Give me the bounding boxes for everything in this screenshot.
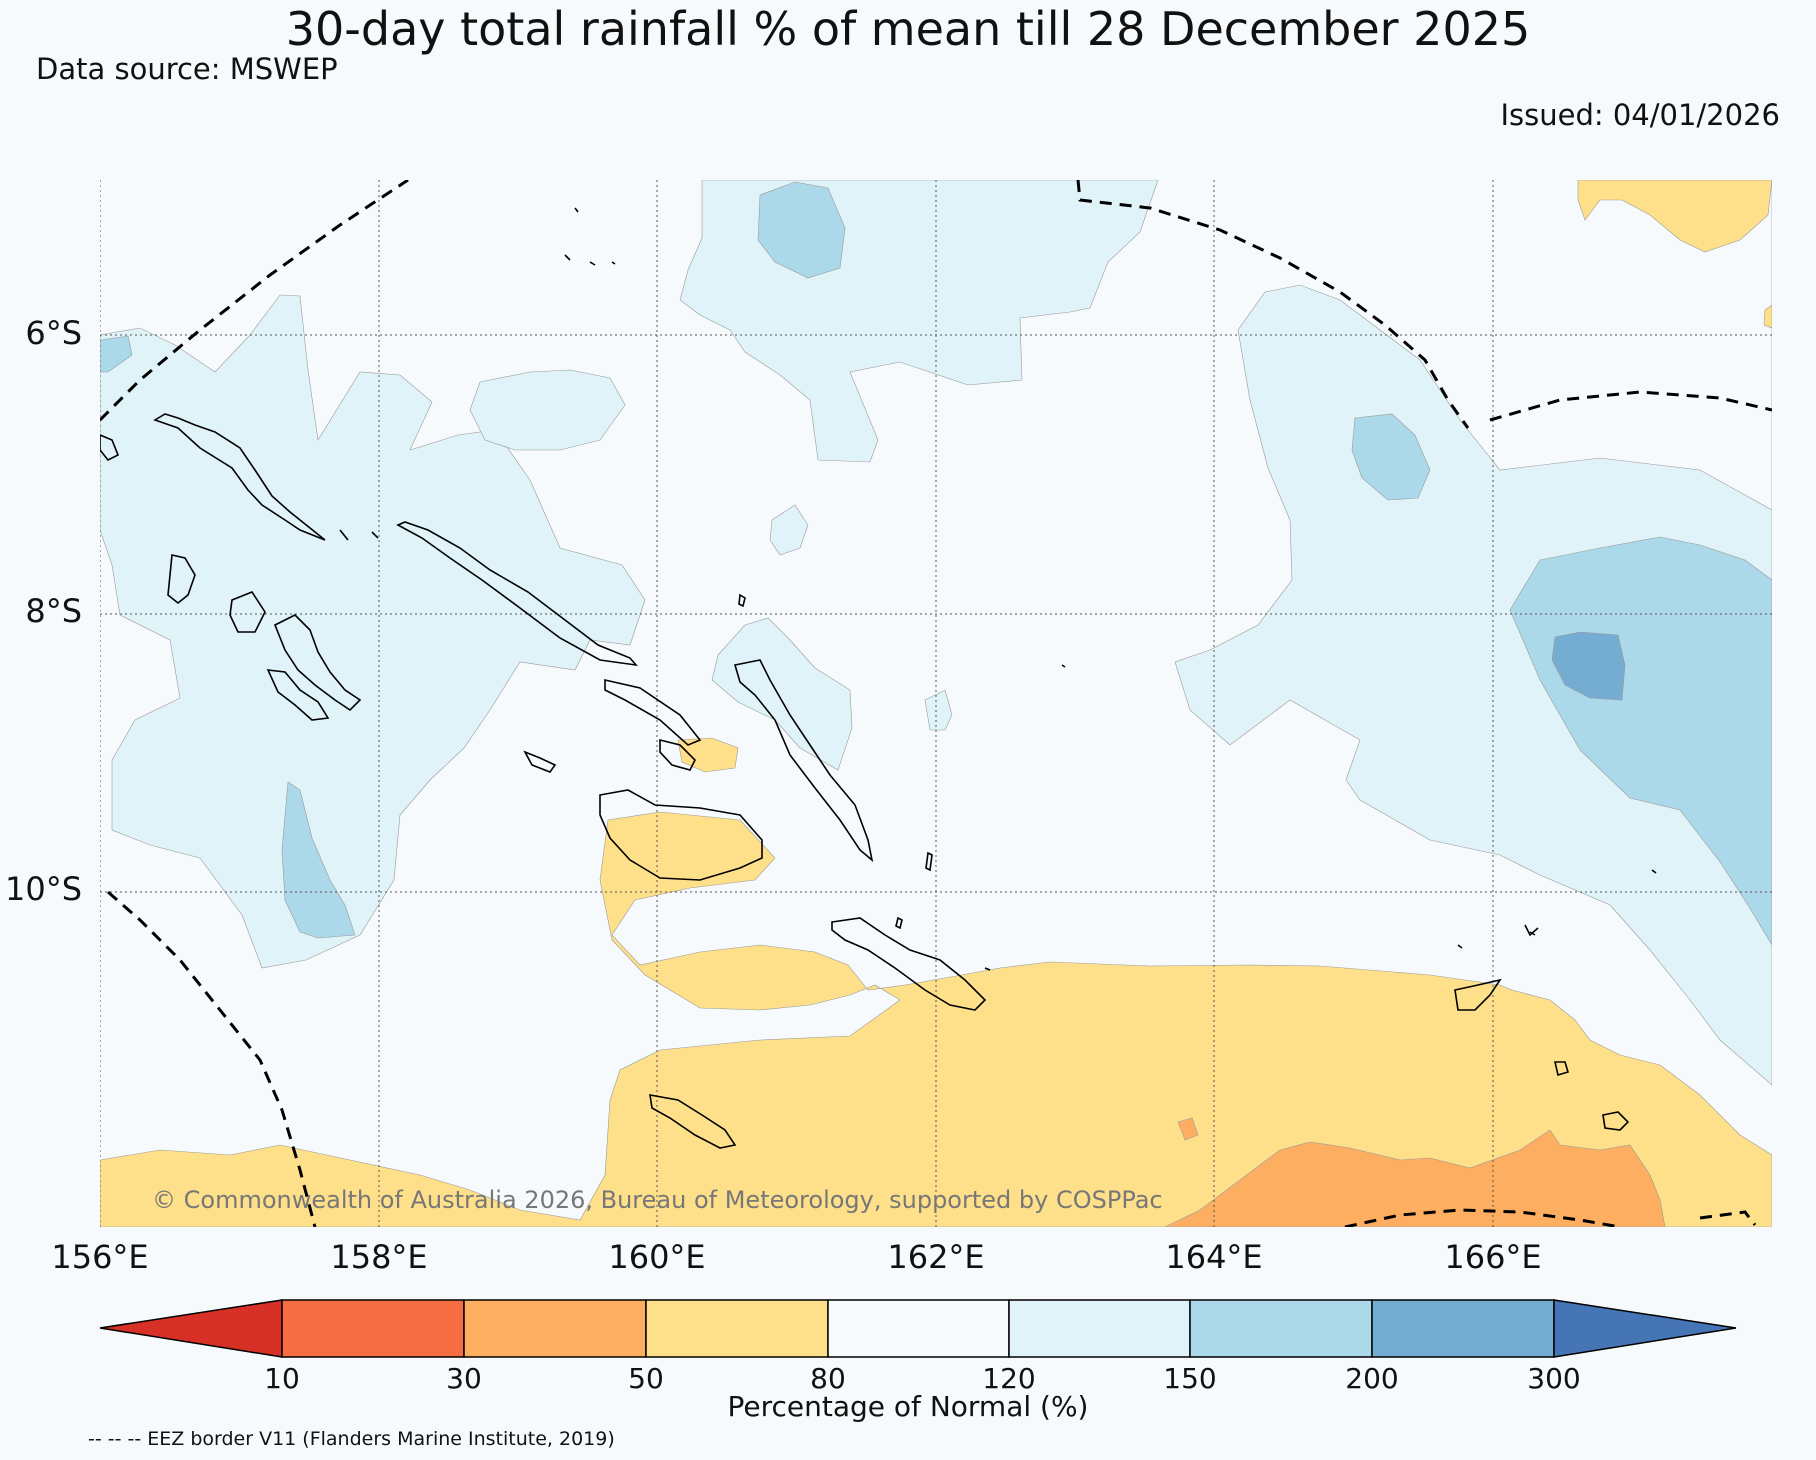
chart-title: 30-day total rainfall % of mean till 28 … [285,2,1531,56]
coastline-reef-islands [1457,869,1657,949]
coastline-new-georgia-1 [229,591,266,633]
colorbar-title: Percentage of Normal (%) [727,1390,1089,1423]
copyright-notice: © Commonwealth of Australia 2026, Bureau… [152,1186,1163,1214]
wet-patch-small-1 [769,504,809,556]
eez-footnote: -- -- -- EEZ border V11 (Flanders Marine… [88,1428,615,1450]
coastline-tikopia [1553,1061,1569,1077]
coastline-duff [1524,924,1539,937]
lat-label-8s: 8°S [25,592,82,630]
colorbar-tick-50: 50 [628,1362,664,1395]
data-source: Data source: MSWEP [36,52,338,86]
very-wet-north [757,181,846,279]
colorbar-extend-high [1553,1299,1737,1358]
very-wet-west [281,781,356,939]
colorbar-bin-150-200 [1189,1299,1373,1358]
lon-label-166e: 166°E [1444,1238,1542,1276]
lon-label-160e: 160°E [608,1238,706,1276]
coastline-new-georgia-2 [273,614,362,712]
dry-patch-northeast [1577,180,1772,253]
colorbar-bin-80-120 [827,1299,1010,1358]
colorbar-tick-300: 300 [1527,1362,1581,1395]
very-dry-region [1164,1129,1666,1227]
wet-region-east [1174,180,1772,1086]
coastline-ngela [659,738,696,771]
lat-label-10s: 10°S [4,870,82,908]
colorbar-extend-low [99,1299,283,1358]
very-wet-corner [100,335,133,373]
eez-border-northwest [100,180,409,422]
colorbar-bin-120-150 [1008,1299,1191,1358]
colorbar-tick-150: 150 [1163,1362,1217,1395]
wet-region-northwest [100,294,646,969]
colorbar-bin-50-80 [645,1299,829,1358]
colorbar-tick-10: 10 [264,1362,300,1395]
coastline-guadalcanal [599,789,763,881]
colorbar-tick-80: 80 [810,1362,846,1395]
colorbar-tick-120: 120 [982,1362,1036,1395]
coastline-makira [831,917,987,1011]
coastline-bougainville [153,413,326,541]
lon-label-162e: 162°E [887,1238,985,1276]
eez-border-east [1489,390,1772,422]
coastline-santa-isabel [604,678,702,746]
wet-patch-north [469,369,626,451]
coastline-sikaiana [925,851,933,872]
issued-date: Issued: 04/01/2026 [1500,98,1780,132]
wet-patch-solomons [711,617,853,771]
coastline-atoll-4 [100,434,120,462]
coastline-malaita [733,659,874,863]
coastline-atoll-1 [895,916,903,930]
very-wet-northeast [1351,413,1431,501]
coastline-choiseul [396,521,638,667]
dry-patch-tiny [1763,304,1772,329]
coastline-vanikoro [1454,978,1502,1011]
very-dry-patch [1177,1117,1199,1141]
coastline-atoll-7 [339,529,379,541]
lat-label-6s: 6°S [25,314,82,352]
lon-label-164e: 164°E [1165,1238,1263,1276]
eez-border-southwest [107,890,317,1227]
colorbar-bin-30-50 [463,1299,647,1358]
colorbar-bin-10-30 [281,1299,465,1358]
coastline-new-georgia-3 [266,669,330,721]
coastline-atoll-2 [738,593,746,608]
coastline-shortland [167,554,196,605]
coastline-atoll-6 [984,664,1536,971]
colorbar-bin-200-300 [1371,1299,1555,1358]
coastline-atoll-3 [523,750,557,773]
dry-region-south [100,811,1772,1227]
colorbar-tick-30: 30 [446,1362,482,1395]
eez-border-north [1076,180,1470,429]
eez-border-south [1344,1208,1757,1227]
lon-label-156e: 156°E [51,1238,149,1276]
extreme-wet-east [1551,631,1626,701]
lon-label-158e: 158°E [330,1238,428,1276]
colorbar-tick-200: 200 [1345,1362,1399,1395]
coastline-rennell [649,1094,737,1149]
wet-patch-small-2 [924,689,953,731]
coastline-atoll-5 [564,207,616,266]
coastline-anuta [1602,1111,1630,1131]
